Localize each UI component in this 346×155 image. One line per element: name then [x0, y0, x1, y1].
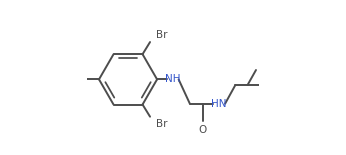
Text: HN: HN	[211, 99, 227, 109]
Text: NH: NH	[165, 74, 180, 84]
Text: Br: Br	[156, 30, 167, 40]
Text: O: O	[199, 125, 207, 135]
Text: Br: Br	[156, 119, 167, 129]
